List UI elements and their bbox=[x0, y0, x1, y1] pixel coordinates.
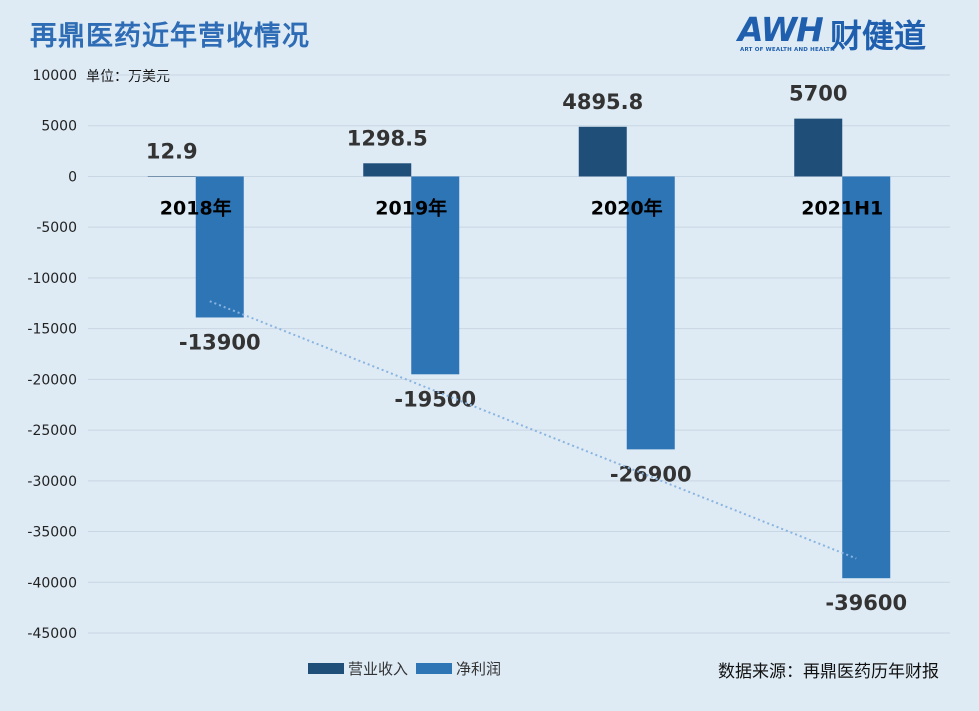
y-tick-label: -40000 bbox=[27, 575, 77, 591]
revenue-bar bbox=[794, 118, 843, 177]
legend-item-net-profit: 净利润 bbox=[416, 658, 501, 679]
net-profit-bar bbox=[411, 176, 460, 375]
x-category-label: 2021H1 bbox=[801, 197, 883, 219]
y-tick-label: -10000 bbox=[27, 271, 77, 287]
legend-label-revenue: 营业收入 bbox=[348, 660, 409, 678]
revenue-bar bbox=[147, 176, 196, 177]
brand-logo: AWH 财健道 ART OF WEALTH AND HEALTH bbox=[738, 10, 943, 56]
y-tick-label: -35000 bbox=[27, 525, 77, 541]
net-profit-data-label: -26900 bbox=[610, 462, 692, 486]
legend: 营业收入 净利润 bbox=[308, 658, 509, 679]
net-profit-data-label: -39600 bbox=[825, 591, 907, 615]
y-tick-label: -45000 bbox=[27, 626, 77, 642]
net-profit-bar bbox=[842, 176, 891, 579]
revenue-bar bbox=[578, 126, 627, 177]
legend-swatch-revenue bbox=[308, 663, 344, 674]
chart-title: 再鼎医药近年营收情况 bbox=[30, 21, 310, 52]
revenue-data-label: 12.9 bbox=[146, 139, 198, 163]
legend-item-revenue: 营业收入 bbox=[308, 658, 408, 679]
legend-swatch-net-profit bbox=[416, 663, 453, 674]
y-tick-label: 10000 bbox=[32, 68, 77, 84]
net-profit-bar bbox=[195, 176, 244, 318]
y-tick-label: -25000 bbox=[27, 423, 77, 439]
y-tick-label: 0 bbox=[68, 169, 77, 185]
y-tick-label: -15000 bbox=[27, 322, 77, 338]
y-tick-label: -30000 bbox=[27, 474, 77, 490]
y-tick-label: -5000 bbox=[36, 220, 77, 236]
data-source: 数据来源：再鼎医药历年财报 bbox=[718, 662, 939, 682]
y-tick-label: -20000 bbox=[27, 372, 77, 388]
net-profit-trendline bbox=[209, 300, 857, 560]
unit-label: 单位：万美元 bbox=[86, 69, 170, 85]
logo-tagline: ART OF WEALTH AND HEALTH bbox=[740, 47, 835, 53]
revenue-data-label: 4895.8 bbox=[562, 90, 643, 114]
logo-brand: AWH bbox=[738, 10, 824, 49]
x-category-label: 2018年 bbox=[160, 196, 232, 219]
revenue-data-label: 5700 bbox=[789, 82, 847, 106]
x-category-label: 2019年 bbox=[375, 196, 447, 219]
revenue-data-label: 1298.5 bbox=[347, 126, 428, 150]
y-tick-label: 5000 bbox=[41, 119, 77, 135]
net-profit-data-label: -13900 bbox=[179, 330, 261, 354]
logo-name: 财健道 bbox=[830, 17, 927, 55]
legend-label-net-profit: 净利润 bbox=[456, 660, 502, 678]
revenue-bar bbox=[363, 163, 412, 177]
net-profit-bar bbox=[626, 176, 675, 450]
net-profit-data-label: -19500 bbox=[394, 387, 476, 411]
x-category-label: 2020年 bbox=[591, 196, 663, 219]
